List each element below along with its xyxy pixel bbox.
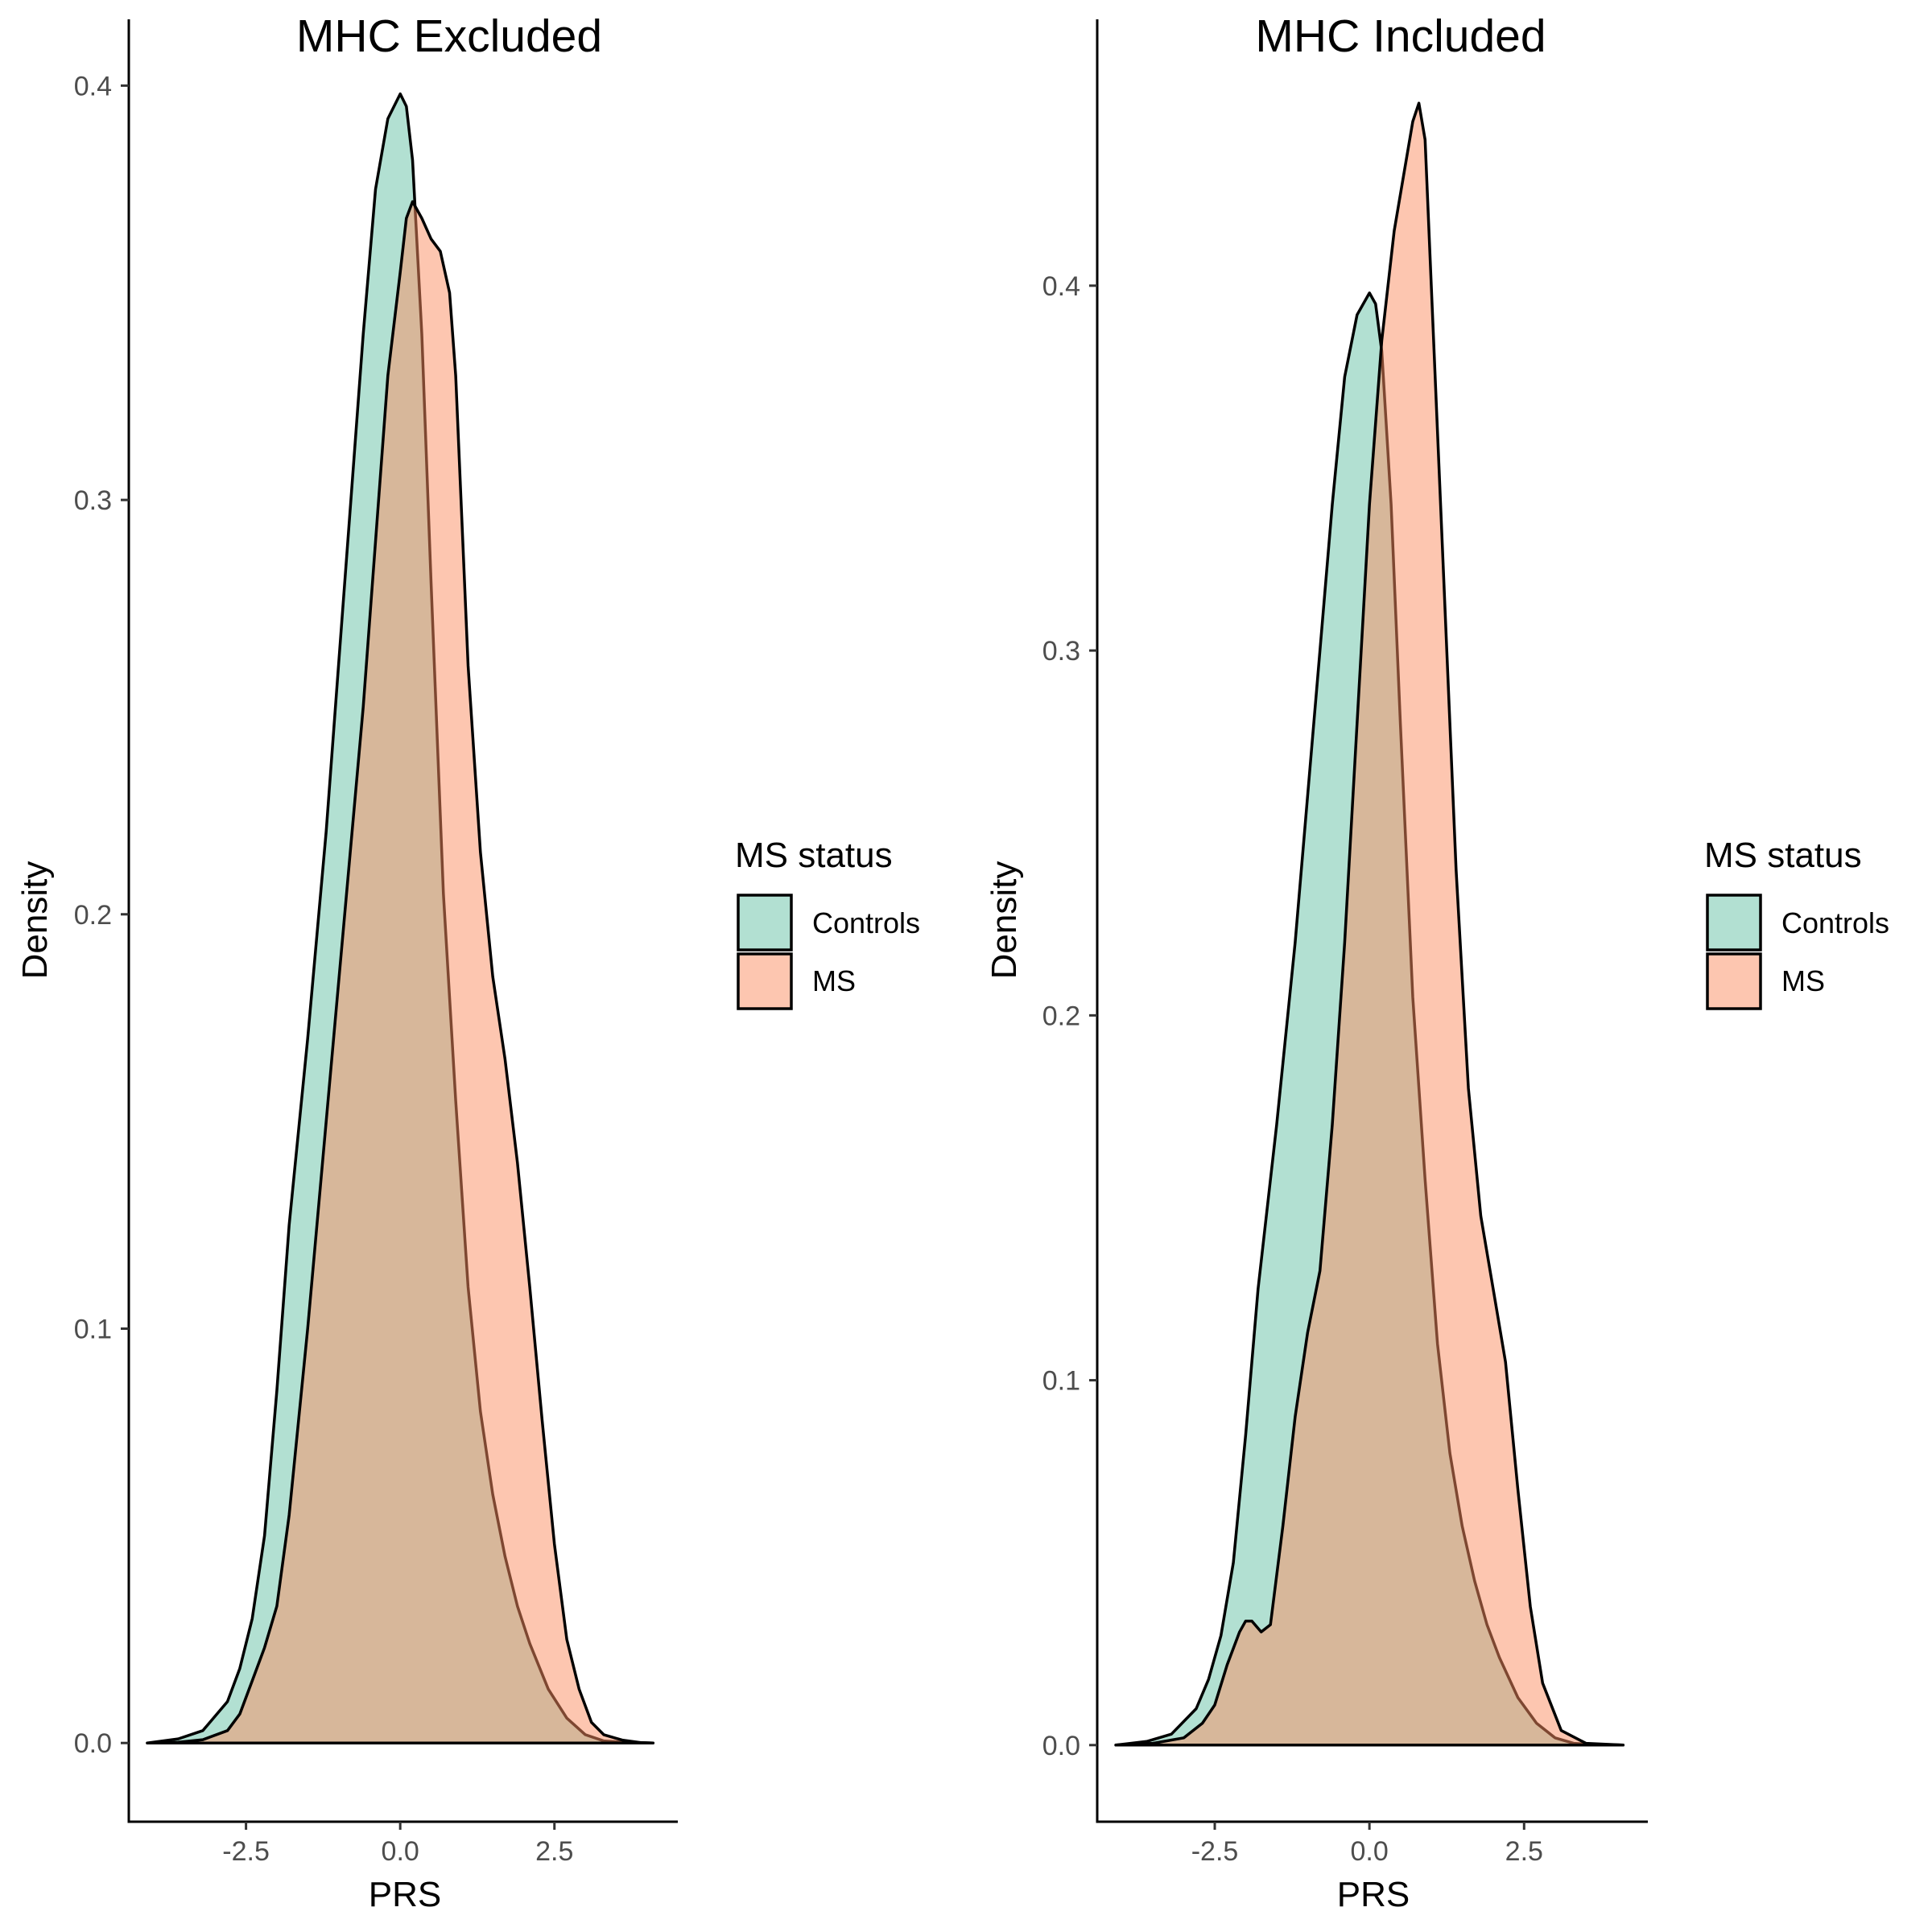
legend-item-ms: MS — [1706, 952, 1825, 1010]
y-axis-ticks: 0.0 0.1 0.2 0.3 0.4 — [74, 71, 129, 1759]
x-axis-ticks: -2.5 0.0 2.5 — [1191, 1822, 1543, 1867]
legend-item-controls: Controls — [737, 894, 920, 952]
legend-label-controls: Controls — [1781, 906, 1889, 939]
legend-key-ms — [1706, 952, 1762, 1010]
y-axis-ticks: 0.0 0.1 0.2 0.3 0.4 — [1042, 271, 1097, 1761]
y-axis-title: Density — [15, 861, 55, 980]
y-tick-label: 0.4 — [74, 71, 112, 101]
y-tick-label: 0.4 — [1042, 271, 1080, 302]
density-area-ms — [146, 200, 655, 1744]
legend-key-ms — [737, 952, 793, 1010]
legend-label-ms: MS — [1781, 964, 1825, 997]
series-layer — [146, 92, 655, 1744]
y-tick-label: 0.3 — [74, 485, 112, 516]
legend-item-controls: Controls — [1706, 894, 1889, 952]
panel-mhc-included: MHC Included 0.00.10.20.30.4 -2.5 0.0 2.5 … — [985, 10, 1889, 1914]
x-axis-title: PRS — [1337, 1875, 1410, 1914]
x-tick-label: 2.5 — [1505, 1836, 1543, 1867]
panel-mhc-excluded: MHC Excluded 0.00.10.20.30.4 -2.5 0.0 2.5 … — [15, 10, 920, 1914]
legend-key-controls — [1706, 894, 1762, 952]
legend-key-controls — [737, 894, 793, 952]
panel-title: MHC Included — [1255, 10, 1546, 62]
plot-area: 0.0 0.1 0.2 0.3 0.4 -2.5 0.0 2.5 — [1042, 19, 1648, 1867]
legend-title: MS status — [735, 836, 893, 875]
x-tick-label: -2.5 — [1191, 1836, 1239, 1867]
x-axis-title: PRS — [369, 1875, 441, 1914]
legend-item-ms: MS — [737, 952, 856, 1010]
legend-label-ms: MS — [812, 964, 856, 997]
legend: MS status Controls MS — [735, 836, 920, 1010]
y-tick-label: 0.2 — [74, 900, 112, 931]
panel-title: MHC Excluded — [296, 10, 602, 62]
legend-label-controls: Controls — [812, 906, 920, 939]
y-tick-label: 0.2 — [1042, 1001, 1080, 1031]
legend-title: MS status — [1704, 836, 1862, 875]
x-tick-label: 0.0 — [1351, 1836, 1389, 1867]
y-tick-label: 0.0 — [74, 1728, 112, 1759]
y-tick-label: 0.1 — [1042, 1366, 1080, 1397]
y-axis-title: Density — [985, 861, 1024, 980]
series-layer — [1114, 101, 1625, 1747]
legend: MS status Controls MS — [1704, 836, 1889, 1010]
x-tick-label: -2.5 — [222, 1836, 270, 1867]
x-tick-label: 2.5 — [535, 1836, 573, 1867]
x-tick-label: 0.0 — [382, 1836, 419, 1867]
x-axis-ticks: -2.5 0.0 2.5 — [222, 1822, 573, 1867]
density-area-ms — [1114, 101, 1625, 1747]
y-tick-label: 0.0 — [1042, 1731, 1080, 1761]
plot-area: 0.0 0.1 0.2 0.3 0.4 -2.5 0.0 2.5 — [74, 19, 678, 1867]
y-tick-label: 0.3 — [1042, 636, 1080, 667]
y-tick-label: 0.1 — [74, 1314, 112, 1344]
